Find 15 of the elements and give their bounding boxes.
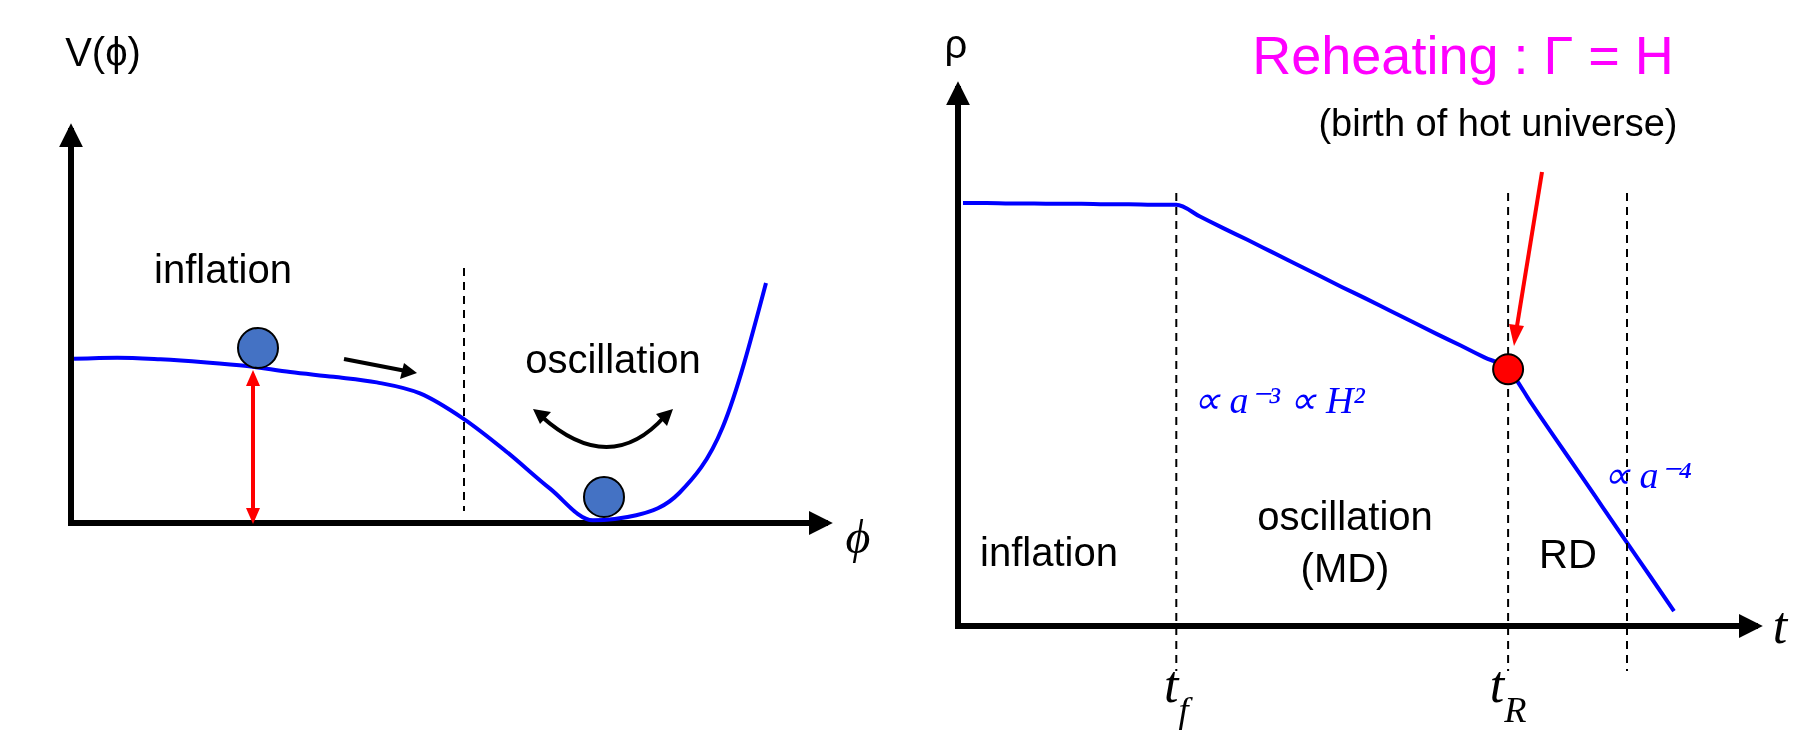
- x-tick-label: t$_{R}$: [1489, 656, 1527, 730]
- annotation: inflation: [154, 247, 292, 291]
- chart-title: Reheating : Γ = H: [1252, 25, 1674, 85]
- annotation: oscillation (MD): [1257, 494, 1433, 590]
- y-axis-title: ρ: [944, 22, 968, 66]
- annotation: ∝ a⁻³ ∝ H²: [1193, 379, 1366, 421]
- annotation: inflation: [980, 530, 1118, 574]
- annotation: oscillation: [525, 337, 701, 381]
- annotation: RD: [1539, 532, 1597, 576]
- x-axis-title: t: [1772, 597, 1789, 654]
- chart-subtitle: (birth of hot universe): [1318, 102, 1678, 144]
- annotation: ∝ a⁻⁴: [1603, 454, 1692, 496]
- x-tick-label: t$_{f}$: [1164, 656, 1194, 730]
- x-axis-title: ϕ: [845, 510, 871, 563]
- y-axis-title: V(ϕ): [65, 30, 141, 74]
